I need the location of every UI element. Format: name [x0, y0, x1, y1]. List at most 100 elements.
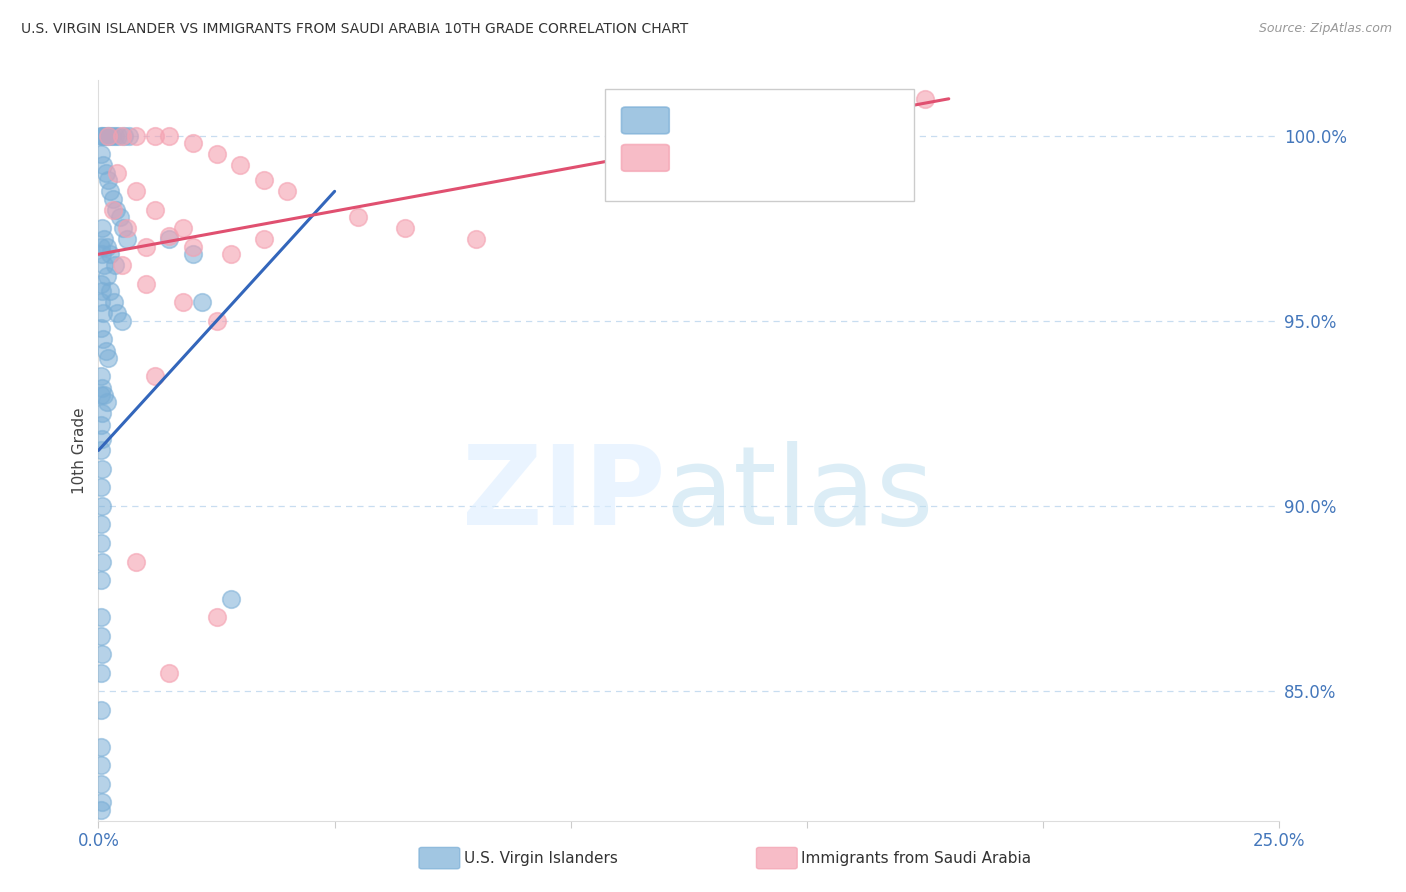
Point — [90, 776, 112, 790]
Point — [143, 369, 166, 384]
Point — [96, 395, 118, 409]
Point — [90, 665, 112, 680]
Text: 33: 33 — [831, 149, 856, 167]
Point — [219, 591, 242, 606]
Point — [172, 221, 194, 235]
Point — [90, 517, 112, 532]
Point — [98, 184, 121, 198]
Point — [98, 247, 121, 261]
Point — [91, 795, 114, 809]
Point — [90, 277, 112, 291]
Point — [90, 147, 112, 161]
Text: N =: N = — [772, 112, 824, 129]
Point — [103, 295, 125, 310]
Text: 74: 74 — [831, 112, 856, 129]
Point — [90, 321, 112, 335]
Point — [157, 232, 180, 246]
Point — [93, 388, 115, 402]
Point — [914, 92, 936, 106]
Point — [253, 173, 276, 187]
Point — [90, 628, 112, 642]
Point — [90, 573, 112, 587]
Point — [125, 184, 148, 198]
Point — [104, 258, 127, 272]
Text: ZIP: ZIP — [463, 442, 665, 549]
Y-axis label: 10th Grade: 10th Grade — [72, 407, 87, 494]
Point — [111, 128, 134, 143]
Point — [91, 128, 114, 143]
Point — [90, 417, 112, 432]
Text: U.S. Virgin Islanders: U.S. Virgin Islanders — [464, 851, 617, 865]
Point — [181, 136, 204, 151]
Point — [205, 610, 228, 624]
Point — [90, 758, 112, 772]
Point — [96, 269, 118, 284]
Point — [205, 314, 228, 328]
Point — [93, 128, 115, 143]
Point — [104, 128, 127, 143]
Point — [91, 285, 114, 299]
Point — [157, 128, 180, 143]
Point — [90, 443, 112, 458]
Point — [91, 306, 114, 320]
Point — [276, 184, 298, 198]
Point — [90, 803, 112, 817]
Point — [91, 380, 114, 394]
Point — [97, 173, 120, 187]
Point — [97, 351, 120, 365]
Point — [115, 232, 138, 246]
Point — [125, 555, 148, 569]
Point — [118, 128, 141, 143]
Text: R =: R = — [676, 112, 716, 129]
Point — [105, 202, 128, 217]
Point — [181, 247, 204, 261]
Point — [91, 158, 114, 172]
Point — [347, 211, 370, 225]
Point — [465, 232, 488, 246]
Point — [135, 240, 157, 254]
Point — [105, 306, 128, 320]
Point — [107, 128, 129, 143]
Point — [91, 247, 114, 261]
Text: R =: R = — [676, 149, 716, 167]
Point — [90, 369, 112, 384]
Point — [90, 536, 112, 550]
Point — [90, 240, 112, 254]
Text: 0.307: 0.307 — [718, 149, 775, 167]
Text: Immigrants from Saudi Arabia: Immigrants from Saudi Arabia — [801, 851, 1032, 865]
Point — [91, 433, 114, 447]
Point — [90, 610, 112, 624]
Point — [91, 647, 114, 661]
Point — [96, 240, 118, 254]
Point — [112, 128, 135, 143]
Point — [91, 499, 114, 513]
Point — [135, 277, 157, 291]
Point — [101, 202, 124, 217]
Point — [191, 295, 214, 310]
Point — [394, 221, 416, 235]
Point — [93, 258, 115, 272]
Point — [125, 128, 148, 143]
Point — [108, 211, 131, 225]
Point — [94, 343, 117, 358]
Point — [172, 295, 194, 310]
Point — [90, 128, 112, 143]
Point — [91, 462, 114, 476]
Text: N =: N = — [772, 149, 824, 167]
Point — [98, 285, 121, 299]
Point — [253, 232, 276, 246]
Point — [91, 555, 114, 569]
Point — [93, 232, 115, 246]
Point — [105, 166, 128, 180]
Point — [97, 128, 120, 143]
Point — [100, 128, 122, 143]
Text: atlas: atlas — [665, 442, 934, 549]
Text: 0.197: 0.197 — [718, 112, 775, 129]
Point — [96, 128, 118, 143]
Point — [111, 314, 134, 328]
Point — [143, 202, 166, 217]
Point — [90, 388, 112, 402]
Point — [91, 407, 114, 421]
Point — [94, 166, 117, 180]
Point — [181, 240, 204, 254]
